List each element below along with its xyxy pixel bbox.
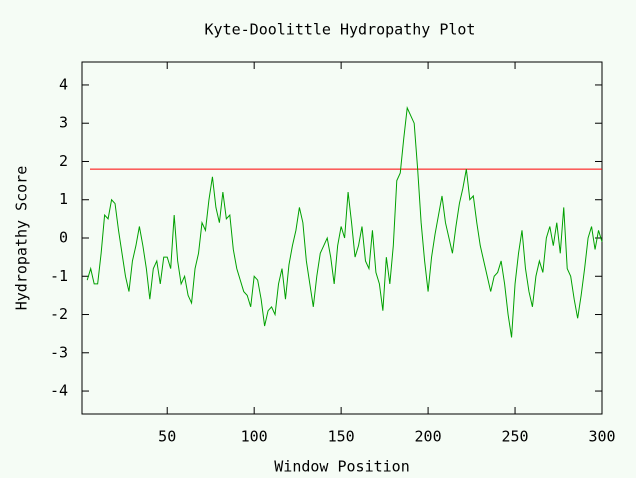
x-tick-label: 250 xyxy=(501,428,528,446)
x-tick-label: 300 xyxy=(588,428,615,446)
x-tick-label: 50 xyxy=(158,428,176,446)
y-tick-label: 3 xyxy=(59,114,68,132)
y-tick-label: -4 xyxy=(50,382,68,400)
y-tick-label: -3 xyxy=(50,343,68,361)
hydropathy-line xyxy=(86,106,603,338)
y-tick-label: 1 xyxy=(59,190,68,208)
y-tick-label: 4 xyxy=(59,75,68,93)
chart-title: Kyte-Doolittle Hydropathy Plot xyxy=(205,21,476,39)
x-tick-label: 100 xyxy=(241,428,268,446)
y-tick-label: -1 xyxy=(50,267,68,285)
y-tick-label: 2 xyxy=(59,152,68,170)
x-axis-label: Window Position xyxy=(274,458,409,476)
y-tick-label: 0 xyxy=(59,229,68,247)
x-tick-label: 200 xyxy=(415,428,442,446)
y-axis-label: Hydropathy Score xyxy=(13,166,31,311)
y-tick-label: -2 xyxy=(50,305,68,323)
x-tick-label: 150 xyxy=(328,428,355,446)
